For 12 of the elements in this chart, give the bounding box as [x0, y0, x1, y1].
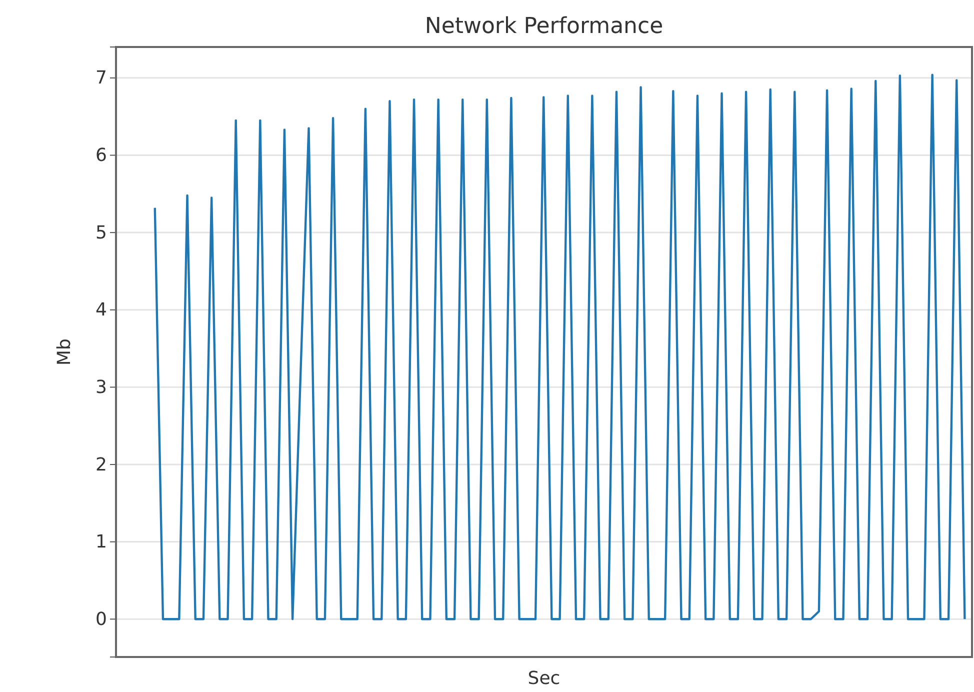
y-tick-label: 4 — [96, 300, 107, 321]
line-series — [154, 74, 966, 620]
y-tick-label: 2 — [96, 454, 107, 476]
y-axis-title: Mb — [54, 338, 75, 366]
y-tick-label: 7 — [96, 68, 107, 89]
y-tick-label: 1 — [96, 532, 107, 553]
x-axis-title: Sec — [528, 668, 560, 689]
y-tick-label: 6 — [96, 145, 107, 166]
chart-title: Network Performance — [424, 14, 664, 39]
y-tick-label: 3 — [96, 376, 107, 398]
y-tick-label: 0 — [96, 608, 107, 630]
y-tick-label: 5 — [96, 222, 107, 244]
